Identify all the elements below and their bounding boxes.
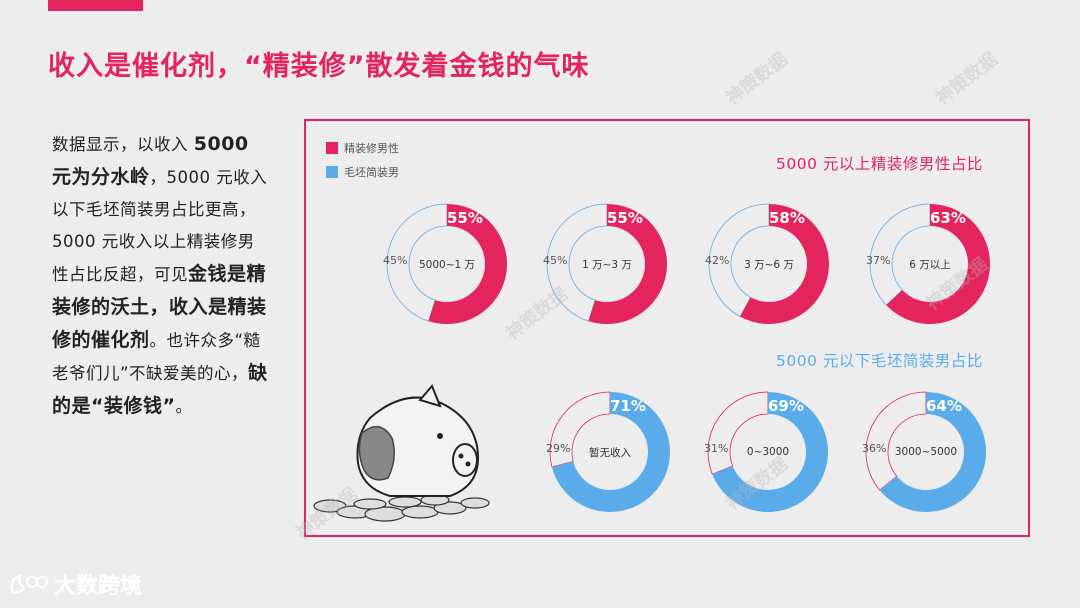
donut-svg bbox=[869, 203, 990, 324]
donut-chart: 暂无收入 71% 29% bbox=[546, 390, 672, 514]
legend-item-main: 精装修男性 bbox=[326, 140, 399, 156]
donut-svg bbox=[549, 391, 670, 512]
donut-svg bbox=[708, 203, 829, 324]
donut-other-percent-label: 37% bbox=[866, 254, 891, 267]
donut-main-percent-label: 55% bbox=[447, 209, 483, 227]
donut-slice-other bbox=[546, 203, 608, 322]
donut-chart: 6 万以上 63% 37% bbox=[866, 202, 992, 326]
donut-category-label: 暂无收入 bbox=[589, 446, 631, 459]
donut-category-label: 1 万~3 万 bbox=[582, 258, 632, 271]
donut-main-percent-label: 63% bbox=[930, 209, 966, 227]
brand-logo-text: 大数跨境 bbox=[54, 574, 143, 599]
watermark: 神策数据 bbox=[722, 48, 792, 110]
donut-main-percent-label: 55% bbox=[607, 209, 643, 227]
donut-category-label: 6 万以上 bbox=[909, 258, 951, 271]
donut-svg bbox=[386, 203, 507, 324]
donut-main-percent-label: 64% bbox=[926, 397, 962, 415]
donut-main-percent-label: 71% bbox=[610, 397, 646, 415]
top-accent-bar bbox=[48, 0, 143, 11]
body-bold-3: 缺的是“装修钱” bbox=[52, 362, 268, 417]
donut-other-percent-label: 42% bbox=[705, 254, 730, 267]
donut-slice-main bbox=[886, 204, 990, 324]
donut-other-percent-label: 31% bbox=[704, 442, 729, 455]
donut-other-percent-label: 36% bbox=[862, 442, 887, 455]
section-label-low: 5000 元以下毛坯简装男占比 bbox=[776, 352, 983, 370]
donut-category-label: 5000~1 万 bbox=[418, 258, 476, 271]
donut-svg bbox=[865, 391, 986, 512]
watermark: 神策数据 bbox=[932, 48, 1002, 110]
body-bold-2: 金钱是精装修的沃土，收入是精装修的催化剂 bbox=[52, 263, 267, 351]
donut-other-percent-label: 45% bbox=[543, 254, 568, 267]
legend-item-other: 毛坯简装男 bbox=[326, 164, 399, 180]
donut-chart: 1 万~3 万 55% 45% bbox=[543, 202, 669, 326]
donut-slice-other bbox=[549, 391, 611, 468]
body-text-1: 数据显示，以收入 bbox=[52, 135, 194, 154]
page-title: 收入是催化剂，“精装修”散发着金钱的气味 bbox=[48, 51, 590, 82]
section-label-high: 5000 元以上精装修男性占比 bbox=[776, 155, 983, 173]
donut-slice-other bbox=[865, 391, 927, 491]
donut-chart: 3 万~6 万 58% 42% bbox=[705, 202, 831, 326]
legend-swatch-blue bbox=[326, 166, 338, 178]
donut-slice-main bbox=[879, 392, 986, 512]
legend-label: 毛坯简装男 bbox=[344, 166, 399, 179]
donut-main-percent-label: 69% bbox=[768, 397, 804, 415]
body-text-4: 。 bbox=[175, 397, 193, 416]
legend-label: 精装修男性 bbox=[344, 142, 399, 155]
body-bold-1: 5000 元为分水岭 bbox=[52, 133, 249, 188]
donut-category-label: 3 万~6 万 bbox=[744, 258, 794, 271]
donut-other-percent-label: 29% bbox=[546, 442, 571, 455]
donut-slice-other bbox=[386, 203, 448, 322]
donut-slice-other bbox=[869, 203, 931, 306]
donut-chart: 5000~1 万 55% 45% bbox=[383, 202, 509, 326]
donut-other-percent-label: 45% bbox=[383, 254, 408, 267]
legend-swatch-red bbox=[326, 142, 338, 154]
donut-slice-other bbox=[707, 391, 769, 475]
donut-slice-main bbox=[740, 204, 829, 324]
donut-chart: 0~3000 69% 31% bbox=[704, 390, 830, 514]
body-text-3: 。也许众多“糙老爷们儿”不缺爱美的心， bbox=[52, 331, 261, 383]
donut-category-label: 3000~5000 bbox=[894, 446, 958, 458]
donut-chart: 3000~5000 64% 36% bbox=[862, 390, 988, 514]
donut-svg bbox=[546, 203, 667, 324]
donut-slice-main bbox=[588, 204, 667, 324]
piggy-bank-illustration bbox=[313, 384, 490, 522]
donut-slice-other bbox=[708, 203, 770, 318]
donut-slice-main bbox=[551, 392, 670, 512]
chart-panel bbox=[304, 119, 1030, 537]
brand-logo-icon bbox=[10, 574, 48, 594]
donut-slice-main bbox=[712, 392, 828, 512]
brand-logo: 大数跨境 bbox=[8, 568, 142, 600]
donut-main-percent-label: 58% bbox=[769, 209, 805, 227]
donut-category-label: 0~3000 bbox=[746, 446, 790, 458]
body-text-2: ，5000 元收入以下毛坯简装男占比更高， 5000 元收入以上精装修男性占比反… bbox=[52, 168, 268, 284]
donut-svg bbox=[707, 391, 828, 512]
body-paragraph: 数据显示，以收入 5000 元为分水岭，5000 元收入以下毛坯简装男占比更高，… bbox=[52, 128, 270, 423]
donut-slice-main bbox=[428, 204, 507, 324]
